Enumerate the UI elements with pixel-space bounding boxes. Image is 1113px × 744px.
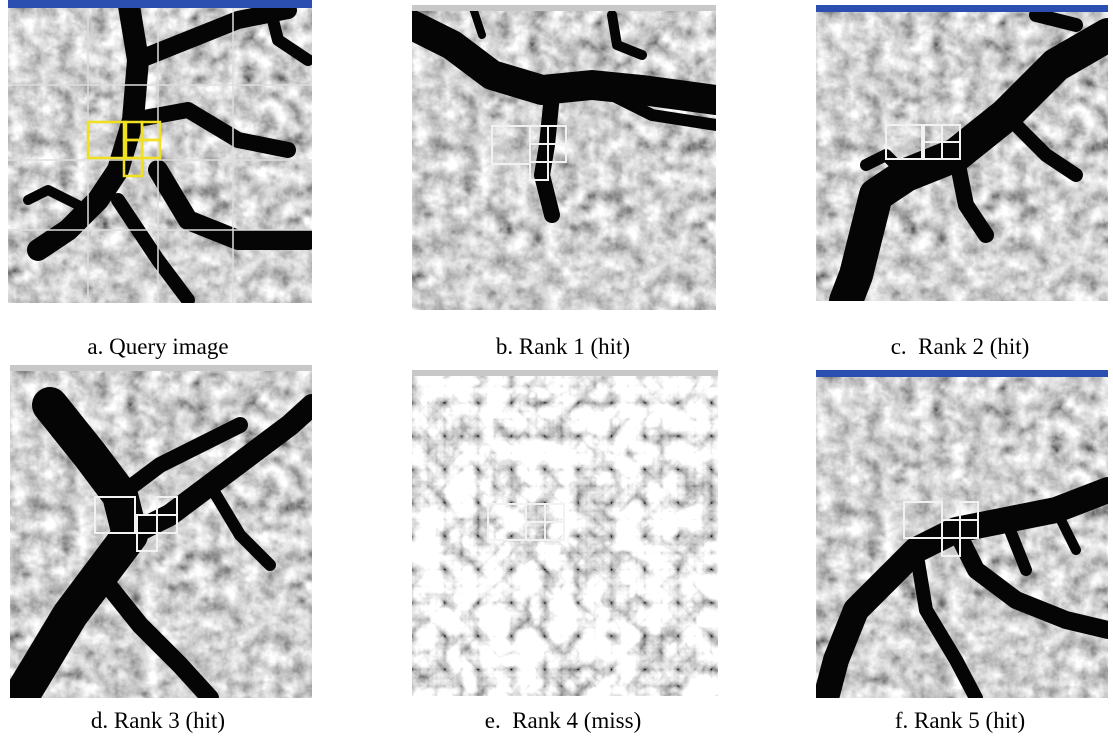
caption: b. Rank 1 (hit): [496, 334, 630, 359]
figure: a. Query image b. Rank 1 (hit) c. Rank 2…: [0, 0, 1113, 744]
caption: c. Rank 2 (hit): [891, 334, 1030, 359]
result-image: [412, 370, 718, 696]
query-image: [8, 0, 312, 303]
result-image: [10, 365, 312, 698]
caption: a. Query image: [87, 334, 228, 359]
result-image: [816, 5, 1108, 301]
caption: f. Rank 5 (hit): [895, 708, 1025, 733]
caption: e. Rank 4 (miss): [485, 708, 642, 733]
result-image: [412, 5, 716, 310]
caption: d. Rank 3 (hit): [91, 708, 225, 733]
result-image: [816, 370, 1108, 698]
